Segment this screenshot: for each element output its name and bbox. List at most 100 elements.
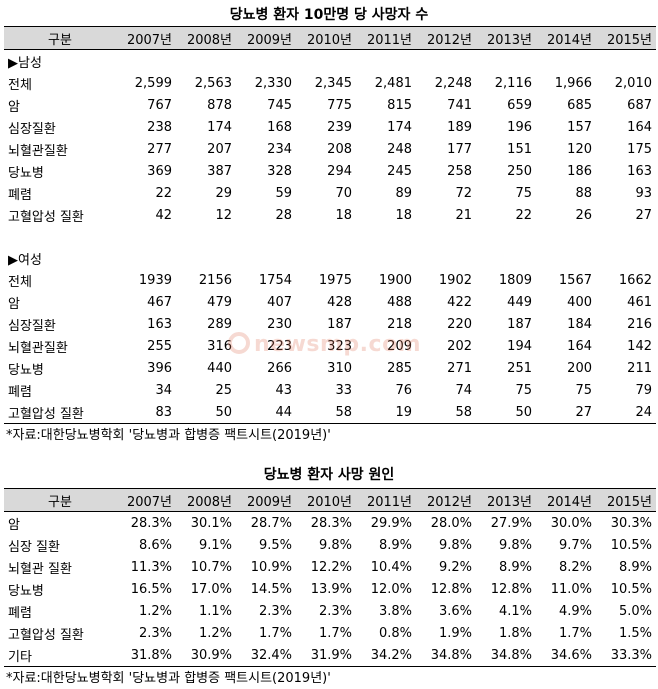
row-label: 폐렴 xyxy=(8,605,32,621)
cell-value: 1975 xyxy=(318,272,352,288)
cell-value: 285 xyxy=(387,360,412,376)
cell-value: 2,248 xyxy=(434,75,472,91)
cell-value: 34.8% xyxy=(476,644,536,667)
cell-value: 1,966 xyxy=(554,75,592,91)
table1-header-year: 2011년 xyxy=(356,26,416,50)
cell-value: 2156 xyxy=(198,272,232,288)
cell-value: 659 xyxy=(507,97,532,113)
cell-value: 396 xyxy=(147,360,172,376)
table1-header-year: 2010년 xyxy=(296,26,356,50)
cell-value: 775 xyxy=(327,97,352,113)
row-label: 심장 질환 xyxy=(8,539,60,555)
cell-value: 407 xyxy=(267,294,292,310)
cell-value: 10.9% xyxy=(250,559,292,575)
cell-value: 250 xyxy=(507,163,532,179)
table-row: 당뇨병 369 387 328 294 245 258 250 186 163 xyxy=(4,160,656,182)
cell-value: 1.1% xyxy=(198,603,232,619)
cell-value: 74 xyxy=(455,382,472,398)
table2-header-label: 구분 xyxy=(4,488,116,512)
cell-value: 815 xyxy=(387,97,412,113)
cell-value: 163 xyxy=(627,163,652,179)
cell-value: 2,345 xyxy=(314,75,352,91)
cell-value: 175 xyxy=(627,141,652,157)
cell-value: 16.5% xyxy=(130,581,172,597)
table2-source-note: *자료:대한당뇨병학회 '당뇨병과 합병증 팩트시트(2019년)' xyxy=(6,671,331,686)
cell-value: 9.7% xyxy=(558,537,592,553)
row-label: 당뇨병 xyxy=(8,165,44,181)
table-row: 뇌혈관질환 255 316 223 323 209 202 194 164 142 xyxy=(4,335,656,357)
cell-value: 258 xyxy=(447,163,472,179)
cell-value: 2,010 xyxy=(614,75,652,91)
cell-value: 1.2% xyxy=(138,603,172,619)
cell-value: 29.9% xyxy=(370,515,412,531)
row-label: 뇌혈관 질환 xyxy=(8,561,72,577)
cell-value: 208 xyxy=(327,141,352,157)
row-label: 암 xyxy=(8,517,20,533)
cell-value: 50 xyxy=(476,401,536,424)
cell-value: 31.8% xyxy=(116,644,176,667)
cell-value: 34 xyxy=(155,382,172,398)
spacer-cell xyxy=(4,226,656,247)
cell-value: 12.2% xyxy=(310,559,352,575)
cell-value: 28.7% xyxy=(250,515,292,531)
row-label: 전체 xyxy=(8,77,32,93)
cell-value: 177 xyxy=(447,141,472,157)
cell-value: 151 xyxy=(507,141,532,157)
row-label: 기타 xyxy=(4,644,116,667)
table1-header-row: 구분 2007년 2008년 2009년 2010년 2011년 2012년 2013년 20… xyxy=(4,26,656,50)
table-row: 전체 2,599 2,563 2,330 2,345 2,481 2,248 2,116 1,9… xyxy=(4,72,656,94)
cell-value: 245 xyxy=(387,163,412,179)
cell-value: 2.3% xyxy=(318,603,352,619)
table2-header-year: 2010년 xyxy=(296,488,356,512)
cell-value: 19 xyxy=(356,401,416,424)
cell-value: 75 xyxy=(575,382,592,398)
row-label: 고혈압성 질환 xyxy=(8,627,84,643)
table-row: 뇌혈관질환 277 207 234 208 248 177 151 120 175 xyxy=(4,138,656,160)
table1-title: 당뇨병 환자 10만명 당 사망자 수 xyxy=(229,7,429,23)
table-row: 고혈압성 질환 83 50 44 58 19 58 50 27 24 xyxy=(4,401,656,424)
table-row: 심장 질환 8.6% 9.1% 9.5% 9.8% 8.9% 9.8% 9.8% 9.7% 10.… xyxy=(4,534,656,556)
cell-value: 1754 xyxy=(258,272,292,288)
cell-value: 440 xyxy=(207,360,232,376)
table1-header-year: 2014년 xyxy=(536,26,596,50)
cell-value: 11.3% xyxy=(130,559,172,575)
cell-value: 4.1% xyxy=(498,603,532,619)
cell-value: 33.3% xyxy=(596,644,656,667)
cell-value: 189 xyxy=(447,119,472,135)
cell-value: 79 xyxy=(635,382,652,398)
cell-value: 18 xyxy=(395,207,412,223)
row-label: 폐렴 xyxy=(8,187,32,203)
cell-value: 184 xyxy=(567,316,592,332)
cell-value: 223 xyxy=(267,338,292,354)
cell-value: 1.8% xyxy=(498,625,532,641)
table1: 구분 2007년 2008년 2009년 2010년 2011년 2012년 2013년 20… xyxy=(4,26,656,424)
cell-value: 467 xyxy=(147,294,172,310)
cell-value: 186 xyxy=(567,163,592,179)
cell-value: 120 xyxy=(567,141,592,157)
cell-value: 58 xyxy=(296,401,356,424)
table-row: 기타 31.8% 30.9% 32.4% 31.9% 34.2% 34.8% 34.8% 34.… xyxy=(4,644,656,667)
cell-value: 27.9% xyxy=(490,515,532,531)
row-label: 고혈압성 질환 xyxy=(8,209,84,225)
cell-value: 22 xyxy=(515,207,532,223)
table2-header-year: 2015년 xyxy=(596,488,656,512)
cell-value: 93 xyxy=(635,185,652,201)
cell-value: 142 xyxy=(627,338,652,354)
row-label: 심장질환 xyxy=(8,121,56,137)
table-row: 암 467 479 407 428 488 422 449 400 461 xyxy=(4,291,656,313)
cell-value: 741 xyxy=(447,97,472,113)
cell-value: 234 xyxy=(267,141,292,157)
cell-value: 13.9% xyxy=(310,581,352,597)
cell-value: 218 xyxy=(387,316,412,332)
cell-value: 34.2% xyxy=(356,644,416,667)
cell-value: 3.8% xyxy=(378,603,412,619)
table-row: 암 28.3% 30.1% 28.7% 28.3% 29.9% 28.0% 27.9% 30.0… xyxy=(4,512,656,535)
cell-value: 42 xyxy=(155,207,172,223)
section-row: ▶남성 xyxy=(4,50,656,73)
table-row: 당뇨병 16.5% 17.0% 14.5% 13.9% 12.0% 12.8% 12.8% 11… xyxy=(4,578,656,600)
table2-header-year: 2013년 xyxy=(476,488,536,512)
cell-value: 1.7% xyxy=(558,625,592,641)
cell-value: 9.8% xyxy=(318,537,352,553)
cell-value: 26 xyxy=(575,207,592,223)
row-label: 폐렴 xyxy=(8,384,32,400)
